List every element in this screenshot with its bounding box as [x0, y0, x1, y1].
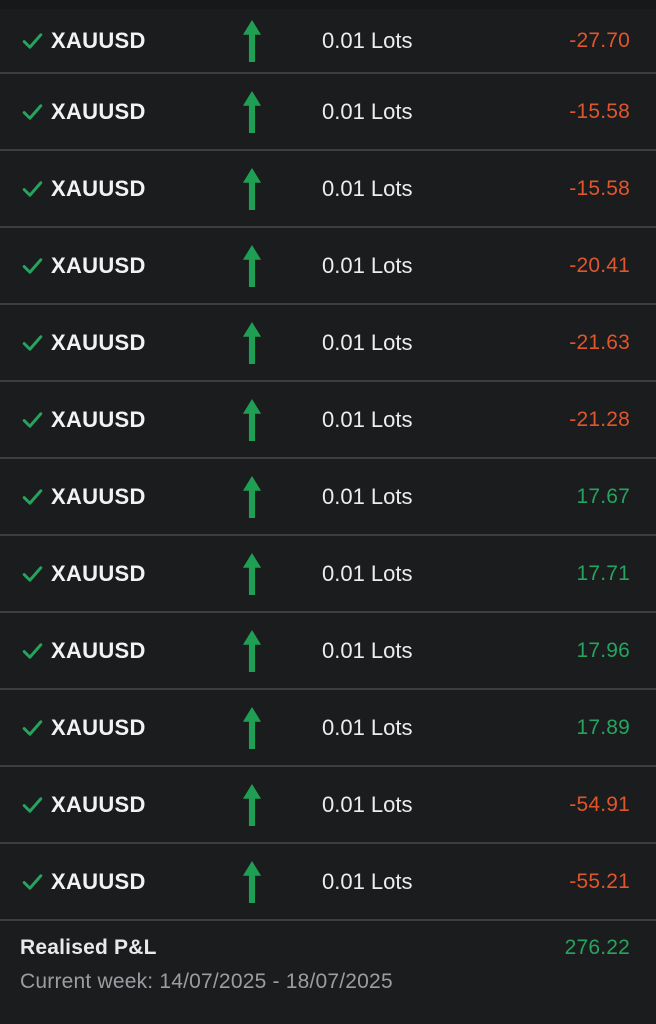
- up-arrow-icon: [226, 783, 278, 826]
- trade-row[interactable]: XAUUSD 0.01 Lots -20.41: [0, 228, 656, 305]
- check-icon: [20, 28, 45, 53]
- trade-row[interactable]: XAUUSD 0.01 Lots -21.28: [0, 382, 656, 459]
- check-icon: [20, 869, 45, 894]
- up-arrow-icon: [226, 19, 278, 62]
- trade-row[interactable]: XAUUSD 0.01 Lots 17.89: [0, 690, 656, 767]
- trade-pnl: -55.21: [569, 869, 630, 893]
- up-arrow-icon: [226, 475, 278, 518]
- realised-pnl-row: Realised P&L 276.22: [20, 936, 630, 960]
- check-icon: [20, 638, 45, 663]
- trade-row[interactable]: XAUUSD 0.01 Lots -27.70: [0, 9, 656, 74]
- summary-footer: Realised P&L 276.22 Current week: 14/07/…: [0, 921, 656, 1024]
- current-week-label: Current week: 14/07/2025 - 18/07/2025: [20, 970, 393, 993]
- trade-lots: 0.01 Lots: [322, 27, 413, 53]
- trade-symbol: XAUUSD: [51, 637, 146, 663]
- up-arrow-icon: [226, 167, 278, 210]
- trade-symbol: XAUUSD: [51, 252, 146, 278]
- trade-lots: 0.01 Lots: [322, 98, 413, 124]
- check-icon: [20, 561, 45, 586]
- trade-lots: 0.01 Lots: [322, 791, 413, 817]
- trade-pnl: 17.96: [576, 638, 630, 662]
- trade-pnl: -54.91: [569, 792, 630, 816]
- up-arrow-icon: [226, 321, 278, 364]
- trade-symbol: XAUUSD: [51, 27, 146, 53]
- trade-pnl: -21.28: [569, 407, 630, 431]
- up-arrow-icon: [226, 860, 278, 903]
- trade-lots: 0.01 Lots: [322, 406, 413, 432]
- trade-pnl: -15.58: [569, 176, 630, 200]
- trade-row[interactable]: XAUUSD 0.01 Lots 17.67: [0, 459, 656, 536]
- trade-pnl: -21.63: [569, 330, 630, 354]
- trade-symbol: XAUUSD: [51, 868, 146, 894]
- realised-pnl-label: Realised P&L: [20, 936, 157, 959]
- trade-row[interactable]: XAUUSD 0.01 Lots 17.71: [0, 536, 656, 613]
- trade-lots: 0.01 Lots: [322, 560, 413, 586]
- trade-symbol: XAUUSD: [51, 329, 146, 355]
- up-arrow-icon: [226, 398, 278, 441]
- check-icon: [20, 792, 45, 817]
- trade-row[interactable]: XAUUSD 0.01 Lots -54.91: [0, 767, 656, 844]
- trade-lots: 0.01 Lots: [322, 868, 413, 894]
- trade-pnl: -15.58: [569, 99, 630, 123]
- trade-symbol: XAUUSD: [51, 714, 146, 740]
- trade-list: XAUUSD 0.01 Lots -27.70 XAUUSD: [0, 9, 656, 921]
- trade-row[interactable]: XAUUSD 0.01 Lots -15.58: [0, 74, 656, 151]
- trade-lots: 0.01 Lots: [322, 714, 413, 740]
- up-arrow-icon: [226, 629, 278, 672]
- check-icon: [20, 253, 45, 278]
- check-icon: [20, 99, 45, 124]
- check-icon: [20, 715, 45, 740]
- trade-lots: 0.01 Lots: [322, 483, 413, 509]
- up-arrow-icon: [226, 244, 278, 287]
- trade-symbol: XAUUSD: [51, 791, 146, 817]
- up-arrow-icon: [226, 90, 278, 133]
- trade-lots: 0.01 Lots: [322, 252, 413, 278]
- trade-pnl: -27.70: [569, 28, 630, 52]
- trade-row[interactable]: XAUUSD 0.01 Lots 17.96: [0, 613, 656, 690]
- check-icon: [20, 330, 45, 355]
- trade-row[interactable]: XAUUSD 0.01 Lots -15.58: [0, 151, 656, 228]
- trade-pnl: -20.41: [569, 253, 630, 277]
- check-icon: [20, 176, 45, 201]
- realised-pnl-value: 276.22: [564, 936, 630, 959]
- trade-symbol: XAUUSD: [51, 98, 146, 124]
- check-icon: [20, 407, 45, 432]
- list-top-edge: [0, 0, 656, 9]
- trade-symbol: XAUUSD: [51, 175, 146, 201]
- up-arrow-icon: [226, 706, 278, 749]
- trade-symbol: XAUUSD: [51, 406, 146, 432]
- up-arrow-icon: [226, 552, 278, 595]
- trade-symbol: XAUUSD: [51, 483, 146, 509]
- trade-pnl: 17.71: [576, 561, 630, 585]
- trade-lots: 0.01 Lots: [322, 329, 413, 355]
- check-icon: [20, 484, 45, 509]
- trade-row[interactable]: XAUUSD 0.01 Lots -21.63: [0, 305, 656, 382]
- trade-pnl: 17.67: [576, 484, 630, 508]
- trade-lots: 0.01 Lots: [322, 637, 413, 663]
- trade-symbol: XAUUSD: [51, 560, 146, 586]
- trade-row[interactable]: XAUUSD 0.01 Lots -55.21: [0, 844, 656, 921]
- trade-lots: 0.01 Lots: [322, 175, 413, 201]
- trade-pnl: 17.89: [576, 715, 630, 739]
